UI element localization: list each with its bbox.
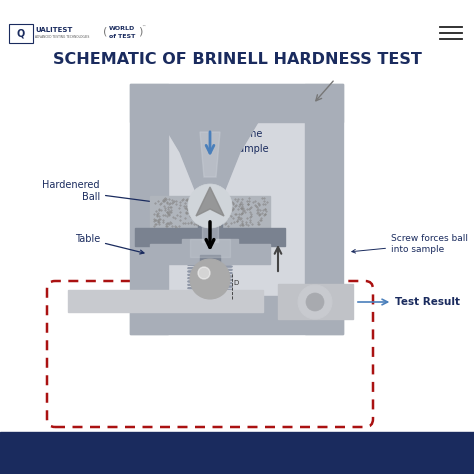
Text: ): ) <box>138 26 142 36</box>
Circle shape <box>306 293 324 311</box>
Bar <box>130 296 343 334</box>
Bar <box>130 84 168 334</box>
Text: ☎  1-877-884-8378: ☎ 1-877-884-8378 <box>47 448 133 457</box>
Bar <box>130 84 343 122</box>
Bar <box>150 244 270 264</box>
Text: Hardenered
Ball: Hardenered Ball <box>43 180 181 207</box>
Circle shape <box>190 259 230 299</box>
Bar <box>278 284 353 319</box>
Bar <box>0 432 474 474</box>
Polygon shape <box>196 187 224 216</box>
Text: Load: Load <box>194 163 226 175</box>
Bar <box>190 239 230 257</box>
Circle shape <box>198 267 210 279</box>
Bar <box>305 84 343 334</box>
Text: Test Result: Test Result <box>358 297 460 307</box>
Text: ™: ™ <box>141 25 145 29</box>
Polygon shape <box>162 122 258 197</box>
Text: Frame: Frame <box>232 129 263 139</box>
FancyBboxPatch shape <box>9 24 33 43</box>
Text: UALITEST: UALITEST <box>35 27 73 33</box>
Bar <box>168 84 305 296</box>
Text: of TEST: of TEST <box>109 34 135 38</box>
Bar <box>202 197 218 242</box>
Bar <box>198 197 222 242</box>
Bar <box>135 228 285 246</box>
Text: Q: Q <box>17 28 25 38</box>
Text: ⌖  www.WorldofTest.com: ⌖ www.WorldofTest.com <box>328 448 432 457</box>
Bar <box>68 290 263 312</box>
Circle shape <box>298 285 332 319</box>
Text: Sample: Sample <box>232 144 269 154</box>
Text: ADVANCED TESTING TECHNOLOGIES: ADVANCED TESTING TECHNOLOGIES <box>35 35 90 39</box>
Text: Table: Table <box>75 234 144 254</box>
Text: D: D <box>233 280 238 286</box>
Circle shape <box>188 184 232 228</box>
Bar <box>200 255 220 287</box>
FancyBboxPatch shape <box>47 281 373 427</box>
Bar <box>150 196 270 229</box>
Text: ✉  info@qualitest-inc.com: ✉ info@qualitest-inc.com <box>181 448 293 457</box>
Text: SCHEMATIC OF BRINELL HARDNESS TEST: SCHEMATIC OF BRINELL HARDNESS TEST <box>53 52 421 66</box>
Text: WORLD: WORLD <box>109 26 135 30</box>
Polygon shape <box>200 132 220 177</box>
Text: (: ( <box>103 26 107 36</box>
Text: Screw forces ball
into sample: Screw forces ball into sample <box>352 234 468 255</box>
Bar <box>182 239 238 257</box>
